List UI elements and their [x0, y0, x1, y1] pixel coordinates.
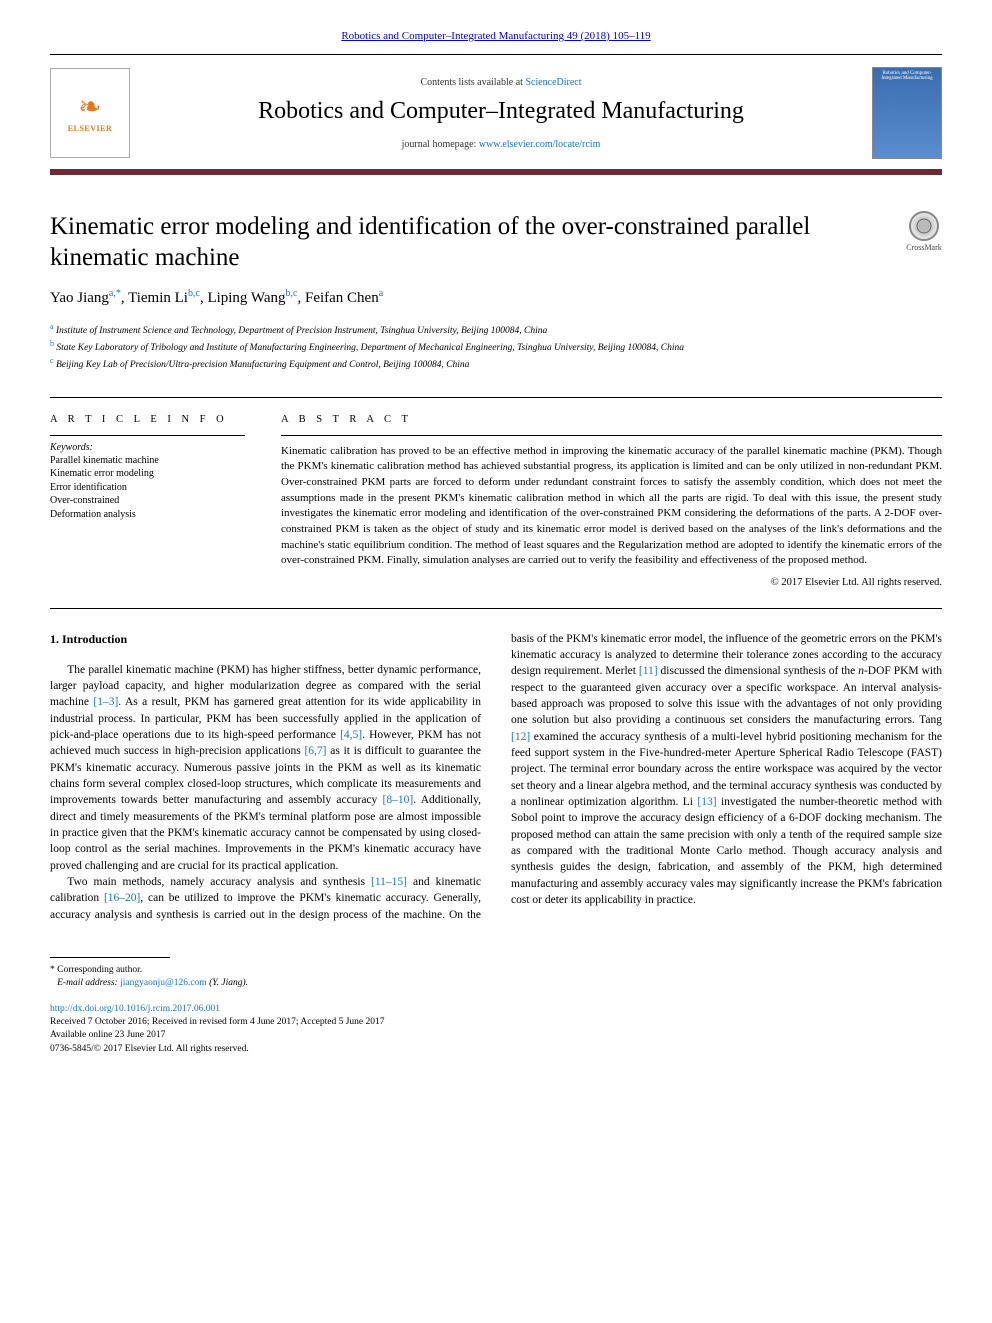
keyword-3: Over-constrained: [50, 494, 245, 508]
ref-13[interactable]: [13]: [697, 796, 716, 808]
affiliation-a: Institute of Instrument Science and Tech…: [56, 326, 547, 336]
journal-cover-thumb: Robotics and Computer-Integrated Manufac…: [872, 67, 942, 159]
author-2: Tiemin Li: [128, 290, 188, 306]
ref-4-5[interactable]: [4,5]: [340, 729, 362, 741]
journal-name: Robotics and Computer–Integrated Manufac…: [144, 98, 858, 125]
author-4: Feifan Chen: [305, 290, 379, 306]
ref-1-3[interactable]: [1–3]: [93, 696, 118, 708]
keyword-0: Parallel kinematic machine: [50, 454, 245, 468]
keyword-1: Kinematic error modeling: [50, 467, 245, 481]
corresponding-author: * Corresponding author.: [50, 964, 942, 977]
footer-block: * Corresponding author. E-mail address: …: [50, 957, 942, 1056]
ref-6-7[interactable]: [6,7]: [304, 745, 326, 757]
keywords-label: Keywords:: [50, 442, 245, 453]
article-info-heading: A R T I C L E I N F O: [50, 414, 245, 425]
author-1: Yao Jiang: [50, 290, 109, 306]
sciencedirect-link[interactable]: ScienceDirect: [525, 77, 581, 88]
affiliations: a Institute of Instrument Science and Te…: [50, 321, 886, 373]
elsevier-logo: ❧ ELSEVIER: [50, 68, 130, 158]
abstract-copyright: © 2017 Elsevier Ltd. All rights reserved…: [281, 577, 942, 588]
author-2-sup: b,c: [188, 288, 200, 299]
online-date: Available online 23 June 2017: [50, 1029, 942, 1042]
intro-para-1: The parallel kinematic machine (PKM) has…: [50, 662, 481, 874]
ref-12[interactable]: [12]: [511, 731, 530, 743]
elsevier-brand-text: ELSEVIER: [68, 124, 112, 133]
author-3-sup: b,c: [286, 288, 298, 299]
author-4-sup: a: [379, 288, 383, 299]
section-1-heading: 1. Introduction: [50, 631, 481, 648]
keywords-list: Parallel kinematic machine Kinematic err…: [50, 454, 245, 522]
rule-mid: [50, 608, 942, 609]
author-1-sup: a,*: [109, 288, 121, 299]
journal-header: ❧ ELSEVIER Contents lists available at S…: [50, 54, 942, 175]
elsevier-tree-icon: ❧: [78, 94, 101, 122]
abstract-rule: [281, 435, 942, 436]
ref-8-10[interactable]: [8–10]: [383, 794, 414, 806]
author-3: Liping Wang: [207, 290, 285, 306]
crossmark-icon: [909, 211, 939, 241]
article-title: Kinematic error modeling and identificat…: [50, 211, 886, 274]
issn-copyright: 0736-5845/© 2017 Elsevier Ltd. All right…: [50, 1043, 942, 1056]
body-columns: 1. Introduction The parallel kinematic m…: [50, 631, 942, 923]
crossmark-label: CrossMark: [906, 243, 942, 252]
affiliation-c: Beijing Key Lab of Precision/Ultra-preci…: [56, 361, 469, 371]
authors-line: Yao Jianga,*, Tiemin Lib,c, Liping Wangb…: [50, 288, 886, 307]
citation-link[interactable]: Robotics and Computer–Integrated Manufac…: [341, 30, 650, 42]
journal-homepage-line: journal homepage: www.elsevier.com/locat…: [144, 139, 858, 150]
keyword-4: Deformation analysis: [50, 508, 245, 522]
info-rule: [50, 435, 245, 436]
citation-line: Robotics and Computer–Integrated Manufac…: [50, 30, 942, 42]
article-history: Received 7 October 2016; Received in rev…: [50, 1016, 942, 1029]
abstract-heading: A B S T R A C T: [281, 414, 942, 425]
contents-available-line: Contents lists available at ScienceDirec…: [144, 77, 858, 88]
doi-link[interactable]: http://dx.doi.org/10.1016/j.rcim.2017.06…: [50, 1004, 220, 1014]
email-link[interactable]: jiangyaonju@126.com: [120, 978, 207, 988]
footer-rule: [50, 957, 170, 958]
keyword-2: Error identification: [50, 481, 245, 495]
rule-top: [50, 397, 942, 398]
email-line: E-mail address: jiangyaonju@126.com (Y. …: [50, 977, 942, 990]
ref-11-15[interactable]: [11–15]: [371, 876, 407, 888]
ref-16-20[interactable]: [16–20]: [104, 892, 140, 904]
abstract-text: Kinematic calibration has proved to be a…: [281, 444, 942, 569]
crossmark-badge[interactable]: CrossMark: [906, 211, 942, 252]
journal-homepage-link[interactable]: www.elsevier.com/locate/rcim: [479, 139, 601, 150]
ref-11[interactable]: [11]: [639, 665, 658, 677]
affiliation-b: State Key Laboratory of Tribology and In…: [56, 343, 684, 353]
